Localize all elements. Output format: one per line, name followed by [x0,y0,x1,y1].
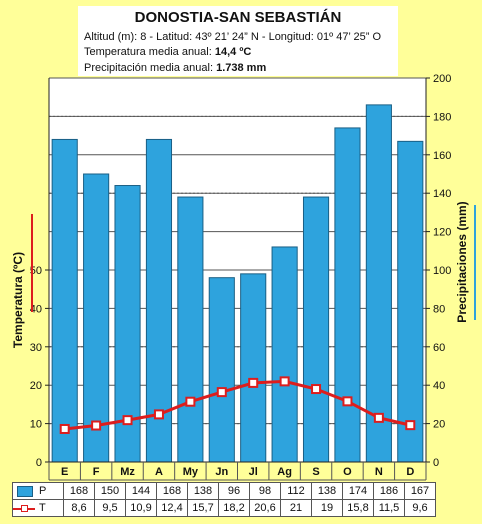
table-cell: 15,7 [187,499,219,517]
tick-label-right: 20 [433,419,445,431]
line-swatch-icon [13,504,35,513]
annual-precipitation-value: 1.738 mm [216,62,267,74]
data-table: P 168 150 144 168 138 96 98 112 138 174 186 167 T 8… [12,482,436,517]
bar [334,127,361,463]
tick-label-right: 140 [433,188,451,200]
table-cell: 15,8 [342,499,374,517]
bar [83,173,110,463]
tick-label-left: 30 [30,342,42,354]
y-axis-left-label: Temperatura (ºC) [11,251,25,349]
bar [177,196,204,463]
category-label: Ag [277,466,292,478]
temperature-point [91,420,102,431]
category-label: My [183,466,199,478]
tick-label-right: 0 [433,457,439,469]
table-cell: 144 [125,482,157,500]
table-cell: 168 [63,482,95,500]
table-cell: 9,5 [94,499,126,517]
temperature-line [64,379,411,431]
table-row-temperature: T 8,6 9,5 10,9 12,4 15,7 18,2 20,6 21 19 15,8 11,5… [12,499,436,517]
tick-label-left: 0 [36,457,42,469]
annual-temperature-line: Temperatura media anual: 14,4 ºC [84,46,251,58]
category-label: F [93,466,100,478]
temperature-point [405,420,416,431]
table-cell: 8,6 [63,499,95,517]
table-cell: 150 [94,482,126,500]
table-cell: 96 [218,482,250,500]
tick-label-right: 120 [433,227,451,239]
tick-label-right: 200 [433,73,451,85]
bar [397,140,424,463]
table-cell: 11,5 [373,499,405,517]
tick-label-right: 40 [433,380,445,392]
tick-label-right: 60 [433,342,445,354]
bar [145,138,173,463]
annual-precipitation-line: Precipitación media anual: 1.738 mm [84,62,266,74]
bar [302,196,330,463]
category-label: Mz [120,466,135,478]
category-label: Jl [249,466,258,478]
bar [208,277,235,463]
temperature-point [342,396,353,407]
tick-label-right: 160 [433,150,451,162]
annual-precipitation-label: Precipitación media anual: [84,62,217,74]
category-label: O [343,466,352,478]
table-cell: 138 [187,482,219,500]
y-axis-right-label: Precipitaciones (mm) [455,201,469,323]
table-cell: 138 [311,482,343,500]
bar [365,104,392,463]
category-label: A [155,466,163,478]
table-cell: 21 [280,499,312,517]
tick-label-left: 10 [30,419,42,431]
coordinates-text: Altitud (m): 8 - Latitud: 43º 21’ 24” N … [84,31,382,43]
category-label: E [61,466,68,478]
bar [271,246,298,463]
temperature-point [216,387,227,398]
legend-key-precipitation: P [12,482,64,500]
legend-key-temperature: T [12,499,64,517]
table-cell: 20,6 [249,499,281,517]
table-cell: 186 [373,482,405,500]
temperature-point [311,384,322,395]
legend-key-label: P [39,485,47,497]
tick-label-right: 180 [433,111,451,123]
tick-label-right: 100 [433,265,451,277]
header-box: DONOSTIA-SAN SEBASTIÁN Altitud (m): 8 - … [78,6,398,76]
coordinates-line: Altitud (m): 8 - Latitud: 43º 21’ 24” N … [84,31,381,43]
table-cell: 12,4 [156,499,188,517]
table-cell: 174 [342,482,374,500]
category-label: N [375,466,383,478]
temperature-point [279,376,290,387]
temperature-point [185,396,196,407]
tick-label-right: 80 [433,303,445,315]
temperature-point [248,377,259,388]
table-row-precipitation: P 168 150 144 168 138 96 98 112 138 174 186 167 [12,482,436,500]
bar [51,138,78,463]
table-cell: 18,2 [218,499,250,517]
annual-temperature-label: Temperatura media anual: [84,46,215,58]
table-cell: 19 [311,499,343,517]
table-cell: 112 [280,482,312,500]
temperature-point [153,409,164,420]
table-cell: 168 [156,482,188,500]
category-label: Jn [215,466,228,478]
temperature-point [59,423,70,434]
bar [240,273,267,463]
chart-title: DONOSTIA-SAN SEBASTIÁN [134,9,342,26]
table-cell: 10,9 [125,499,157,517]
annual-temperature-value: 14,4 ºC [214,46,252,58]
table-cell: 9,6 [404,499,436,517]
category-label: D [406,466,414,478]
legend-key-label: T [39,502,46,514]
category-label: S [312,466,319,478]
table-cell: 98 [249,482,281,500]
bar-swatch-icon [17,485,33,497]
temperature-point [122,415,133,426]
tick-label-left: 20 [30,380,42,392]
temperature-point [373,412,384,423]
table-cell: 167 [404,482,436,500]
